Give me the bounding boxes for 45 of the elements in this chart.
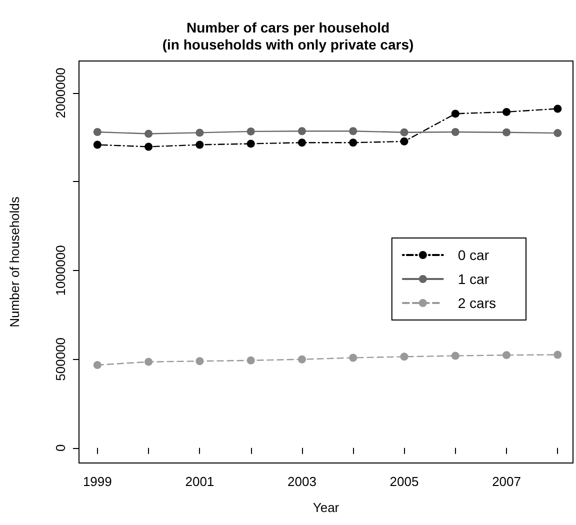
point [554,129,562,138]
point [298,355,306,364]
point [400,137,408,146]
point [93,128,102,136]
point [298,138,306,147]
y-tick-label: 500000 [53,337,68,381]
point [246,127,255,136]
point [93,361,102,370]
point [349,127,358,136]
y-tick-label: 1000000 [53,245,68,296]
point [400,352,408,361]
chart-title: Number of cars per household (in households with only private cars) [162,20,414,52]
point [196,140,204,149]
point [502,108,511,116]
point [451,352,460,360]
point [144,130,153,138]
point [400,128,408,136]
point [554,350,562,359]
point [349,138,358,147]
point [451,110,460,118]
y-axis-title: Number of households [7,196,22,328]
point [144,358,153,366]
legend-label: 0 car [458,247,490,263]
point [246,140,255,148]
x-axis-title: Year [312,500,340,515]
y-tick-label: 0 [53,444,68,452]
point [298,127,306,136]
point [246,356,255,364]
point [502,128,511,136]
point [196,128,204,137]
x-tick-label: 1999 [82,474,112,489]
point [349,354,358,362]
point [196,357,204,366]
legend-label: 2 cars [458,295,496,311]
point [554,104,562,113]
point [144,142,153,151]
point [502,351,511,360]
point [93,140,102,149]
x-tick-label: 2001 [185,474,214,489]
point [451,128,460,136]
x-tick-label: 2005 [390,474,419,489]
y-tick-label: 2000000 [53,68,68,118]
x-tick-label: 2007 [492,474,521,489]
x-tick-label: 2003 [288,474,316,489]
legend-label: 1 car [458,271,490,287]
